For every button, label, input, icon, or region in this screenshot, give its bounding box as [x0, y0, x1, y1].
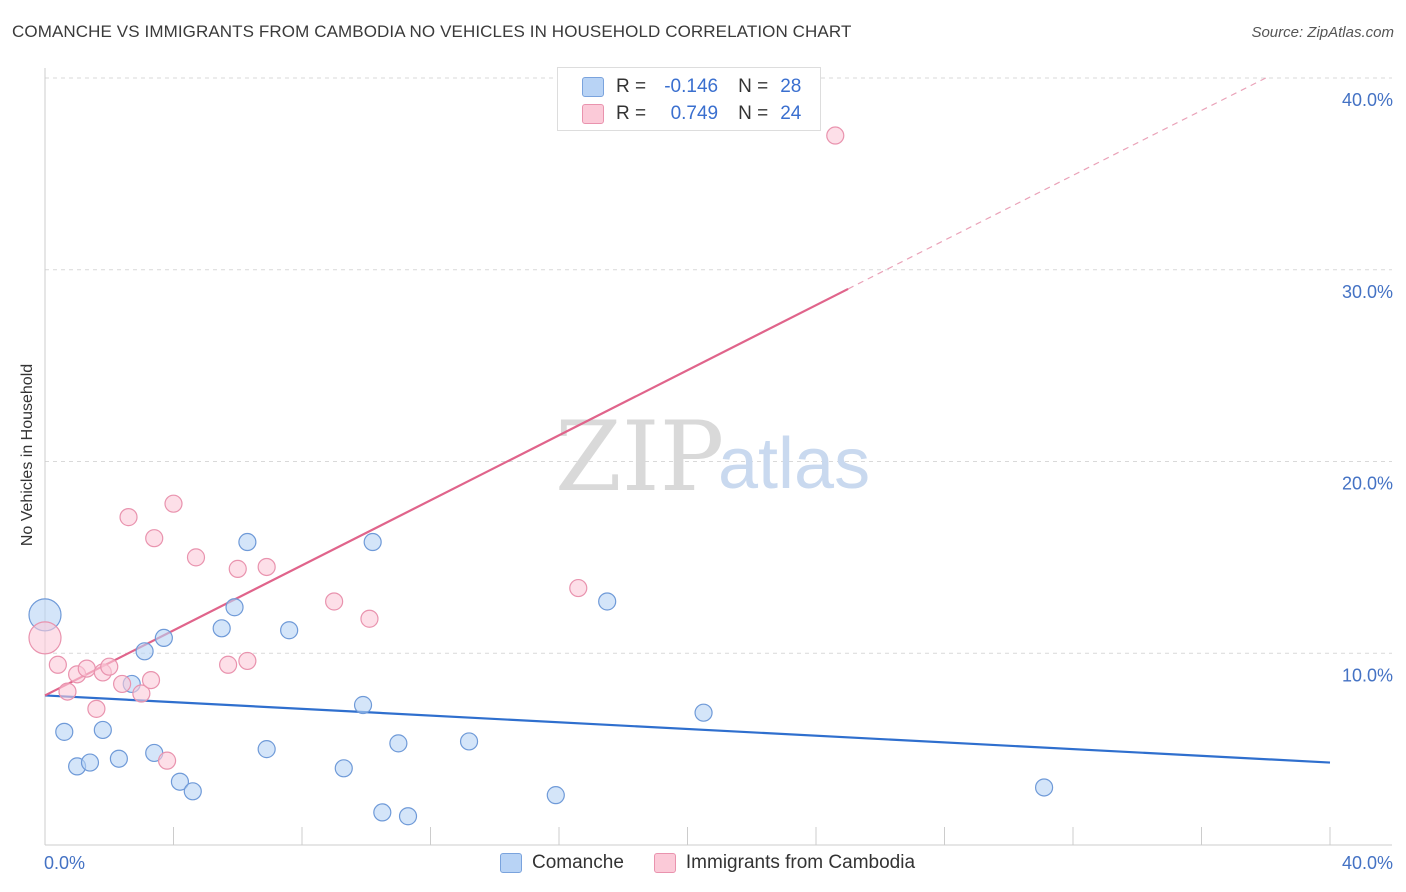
correlation-legend: R = -0.146 N = 28 R = 0.749 N = 24 — [557, 67, 821, 131]
legend-n-label: N = — [738, 103, 769, 124]
cambodia-point — [77, 659, 96, 678]
cambodia-point — [119, 508, 138, 527]
watermark: ZIP atlas — [555, 401, 870, 513]
legend-r-value: 0.749 — [670, 103, 719, 124]
trend-lines — [44, 77, 1331, 764]
y-tick-label: 20.0% — [1342, 474, 1393, 494]
comanche-point — [546, 786, 565, 805]
cambodia-point — [257, 557, 276, 577]
cambodia-point — [228, 559, 247, 578]
comanche-point — [398, 807, 418, 826]
comanche-point — [353, 695, 373, 715]
comanche-point — [238, 532, 257, 552]
watermark-atlas: atlas — [718, 424, 870, 504]
cambodia-point — [100, 657, 119, 676]
legend-n-label: N = — [738, 76, 769, 97]
legend-n-value: 28 — [780, 76, 802, 97]
legend-label-cambodia: Immigrants from Cambodia — [685, 852, 916, 873]
comanche-point — [1034, 778, 1054, 797]
legend-r-label: R = — [616, 76, 647, 97]
comanche-point — [280, 621, 299, 640]
comanche-point — [135, 642, 154, 661]
comanche-point — [257, 740, 276, 759]
legend-r-value: -0.146 — [664, 76, 719, 97]
y-tick-label: 10.0% — [1342, 665, 1393, 685]
cambodia-point — [141, 670, 161, 690]
x-tick-label: 0.0% — [44, 853, 85, 873]
y-tick-label: 40.0% — [1342, 90, 1393, 110]
comanche-point — [389, 734, 408, 753]
comanche-point — [183, 782, 202, 801]
cambodia-point — [569, 578, 588, 598]
comanche-point — [334, 759, 353, 778]
comanche-point — [93, 720, 112, 740]
comanche-point — [109, 749, 128, 768]
x-tick-label: 40.0% — [1342, 853, 1393, 873]
comanche-point — [55, 722, 74, 741]
data-points — [28, 126, 1054, 826]
comanche-point — [225, 598, 244, 617]
tick-labels: 10.0% 20.0% 30.0% 40.0% 0.0% 40.0% — [44, 90, 1393, 873]
axes — [44, 68, 1392, 846]
legend-n-value: 24 — [780, 103, 802, 124]
chart-title: COMANCHE VS IMMIGRANTS FROM CAMBODIA NO … — [12, 22, 852, 41]
legend-swatch-comanche — [500, 853, 522, 873]
comanche-point — [694, 703, 713, 722]
watermark-zip: ZIP — [555, 401, 724, 513]
comanche-point — [373, 803, 392, 822]
series-legend: Comanche Immigrants from Cambodia — [500, 852, 945, 874]
trend-line-cambodia — [44, 287, 849, 697]
comanche-point — [598, 592, 617, 611]
cambodia-point — [164, 494, 183, 513]
cambodia-point — [87, 699, 106, 718]
legend-swatch-cambodia — [582, 104, 604, 124]
trend-line-comanche — [44, 694, 1331, 764]
legend-swatch-comanche — [582, 77, 604, 97]
trend-line-extension — [847, 77, 1267, 290]
cambodia-point — [238, 651, 257, 671]
cambodia-point — [48, 655, 67, 674]
legend-item-cambodia: Immigrants from Cambodia — [653, 852, 916, 874]
cambodia-point — [145, 529, 164, 548]
legend-row-cambodia: R = 0.749 N = 24 — [582, 102, 801, 126]
cambodia-point — [219, 655, 238, 674]
legend-item-comanche: Comanche — [500, 852, 624, 874]
cambodia-point — [112, 674, 132, 694]
cambodia-point — [157, 751, 177, 770]
legend-r-label: R = — [616, 103, 647, 124]
cambodia-point — [186, 548, 206, 567]
comanche-point — [80, 753, 100, 772]
comanche-point — [154, 628, 173, 648]
comanche-point — [459, 732, 479, 751]
comanche-point — [170, 772, 190, 791]
legend-swatch-cambodia — [653, 853, 676, 873]
cambodia-point — [826, 126, 845, 145]
cambodia-point — [325, 592, 344, 611]
cambodia-point — [28, 621, 62, 655]
y-tick-label: 30.0% — [1342, 282, 1393, 302]
cambodia-point — [132, 684, 151, 703]
cambodia-point — [360, 609, 379, 628]
legend-label-comanche: Comanche — [532, 852, 624, 873]
cambodia-point — [58, 682, 77, 701]
legend-row-comanche: R = -0.146 N = 28 — [582, 75, 801, 99]
comanche-point — [363, 532, 382, 552]
comanche-point — [212, 619, 231, 638]
gridlines — [45, 77, 1392, 654]
source-note: Source: ZipAtlas.com — [1251, 24, 1394, 41]
